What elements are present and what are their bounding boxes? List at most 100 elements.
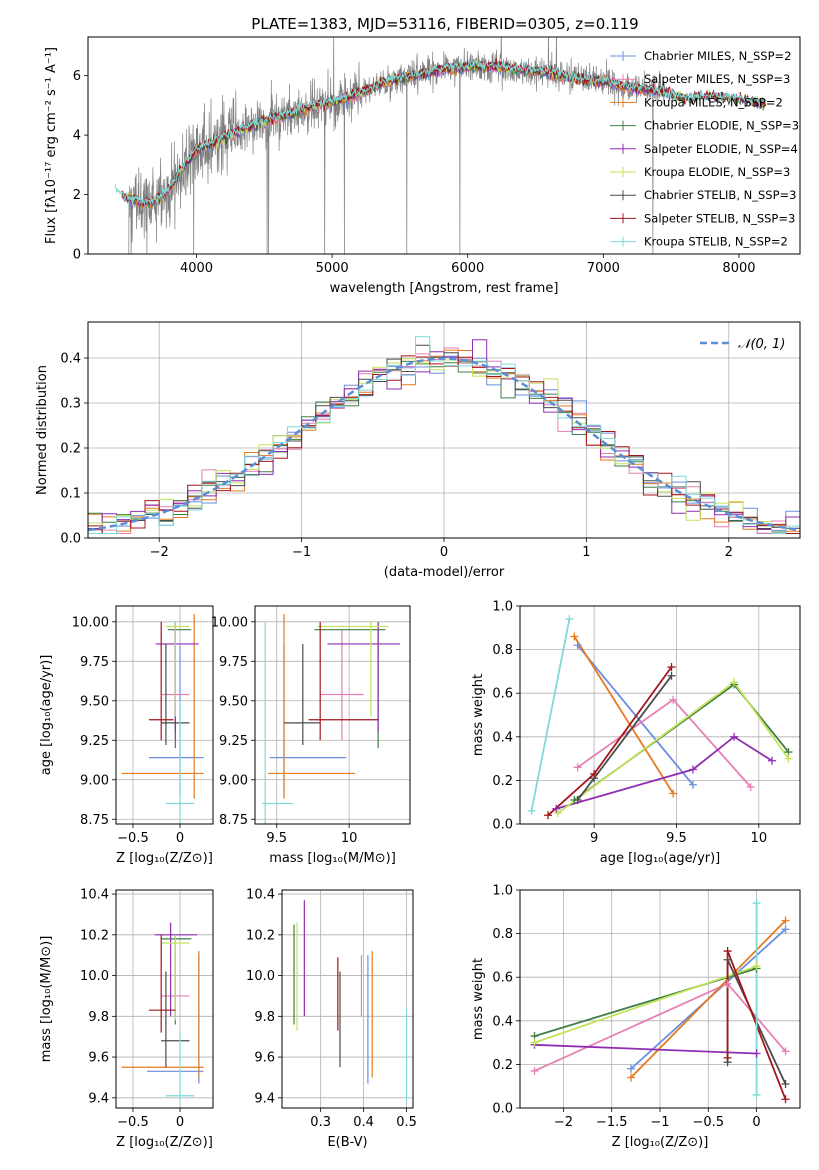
spectrum-xtick-label-3: 7000 xyxy=(587,261,620,276)
age-vs-z-xtick-label-0: −0.5 xyxy=(117,831,149,846)
weight-vs-z-marker-salpeter_stelib-0 xyxy=(723,1053,732,1062)
weight-vs-z-marker-kroupa_miles-1 xyxy=(781,916,790,925)
mass-vs-ebv-xtick-label-0: 0.3 xyxy=(310,1115,331,1130)
mass-vs-ebv-frame xyxy=(281,889,414,1109)
age-vs-z-ytick-label-2: 9.25 xyxy=(80,734,109,749)
mass-vs-ebv-xtick-label-1: 0.4 xyxy=(353,1115,374,1130)
weight-vs-age-marker-salpeter_elodie-1 xyxy=(688,765,697,774)
weight-vs-z-panel: −2 −1.5 −1 −0.5 0 0.0 0.2 0.4 0.6 0.8 1.0 Z [log₁₀(… xyxy=(471,884,801,1150)
weight-vs-age-ytick-label-1: 0.2 xyxy=(492,774,513,789)
weight-vs-z-marker-kroupa_elodie-1 xyxy=(752,962,761,971)
weight-vs-z-ytick-label-0: 0.0 xyxy=(492,1102,513,1117)
weight-vs-z-marker-kroupa_stelib-1 xyxy=(752,899,761,908)
age-vs-mass-frame xyxy=(254,605,411,825)
spectrum-ytick-label-0: 0 xyxy=(73,248,81,263)
mass-vs-ebv-ytick-label-5: 10.4 xyxy=(246,888,275,903)
weight-vs-z-marker-salpeter_miles-2 xyxy=(781,1047,790,1056)
weight-vs-age-xtick-label-1: 9.5 xyxy=(666,831,687,846)
weight-vs-z-ytick-label-1: 0.2 xyxy=(492,1058,513,1073)
residuals-ytick-label-1: 0.1 xyxy=(60,487,81,502)
spectrum-xtick-label-1: 5000 xyxy=(316,261,349,276)
weight-vs-age-marker-salpeter_miles-2 xyxy=(746,782,755,791)
mass-vs-z-ytick-label-5: 10.4 xyxy=(80,888,109,903)
weight-vs-z-marker-chabrier_miles-0 xyxy=(627,1064,636,1073)
weight-vs-age-xtick-label-2: 10 xyxy=(751,831,768,846)
age-vs-mass-panel: 9.5 10 8.75 9.00 9.25 9.50 9.75 10.00 mass [log₁… xyxy=(211,605,411,866)
weight-vs-age-marker-salpeter_elodie-3 xyxy=(768,756,776,765)
residuals-ytick-label-4: 0.4 xyxy=(60,352,81,367)
residuals-plot-area xyxy=(88,336,800,534)
spectrum-ytick-label-2: 4 xyxy=(73,129,81,144)
weight-vs-z-marker-kroupa_stelib-0 xyxy=(752,1090,761,1099)
plots-layer: 4000 5000 6000 7000 8000 0 2 4 6 wavelength [Angs… xyxy=(35,36,801,1150)
legend-label-kroupa_elodie: Kroupa ELODIE, N_SSP=3 xyxy=(644,165,790,179)
weight-vs-z-ytick-label-3: 0.6 xyxy=(492,971,513,986)
weight-vs-age-line-salpeter_elodie xyxy=(555,735,773,810)
weight-vs-age-marker-salpeter_stelib-1 xyxy=(590,769,599,778)
weight-vs-age-marker-chabrier_miles-0 xyxy=(573,641,582,650)
weight-vs-age-line-chabrier_miles xyxy=(576,644,694,786)
residuals-xlabel: (data-model)/error xyxy=(384,565,505,580)
mass-vs-ebv-ytick-label-3: 10.0 xyxy=(246,969,275,984)
age-vs-z-ytick-label-0: 8.75 xyxy=(80,813,109,828)
mass-vs-z-xtick-label-1: 0 xyxy=(176,1115,184,1130)
residual-hist-chabrier_stelib xyxy=(88,344,800,534)
legend-label-chabrier_stelib: Chabrier STELIB, N_SSP=3 xyxy=(644,188,796,202)
weight-vs-z-marker-salpeter_stelib-1 xyxy=(723,947,732,956)
age-vs-z-ytick-label-4: 9.75 xyxy=(80,655,109,670)
weight-vs-z-ytick-label-2: 0.4 xyxy=(492,1014,513,1029)
spectrum-xtick-label-4: 8000 xyxy=(722,261,755,276)
weight-vs-z-xtick-label-0: −2 xyxy=(554,1115,573,1130)
legend-label-kroupa_stelib: Kroupa STELIB, N_SSP=2 xyxy=(644,235,788,249)
age-vs-mass-xtick-label-0: 9.5 xyxy=(266,831,287,846)
weight-vs-age-marker-kroupa_elodie-1 xyxy=(730,678,739,687)
weight-vs-age-marker-chabrier_miles-1 xyxy=(688,780,697,789)
weight-vs-age-marker-kroupa_miles-1 xyxy=(669,789,678,798)
legend-label-salpeter_elodie: Salpeter ELODIE, N_SSP=4 xyxy=(644,142,798,156)
weight-vs-age-marker-salpeter_elodie-2 xyxy=(730,732,739,741)
weight-vs-z-xlabel: Z [log₁₀(Z/Z⊙)] xyxy=(612,1135,709,1150)
mass-vs-z-xtick-label-0: −0.5 xyxy=(117,1115,149,1130)
age-vs-z-xlabel: Z [log₁₀(Z/Z⊙)] xyxy=(116,851,213,866)
weight-vs-z-marker-salpeter_elodie-1 xyxy=(752,1049,761,1058)
residuals-xtick-label-1: −1 xyxy=(292,545,311,560)
mass-vs-ebv-xlabel: E(B-V) xyxy=(327,1135,367,1150)
legend-label-chabrier_elodie: Chabrier ELODIE, N_SSP=3 xyxy=(644,119,799,133)
weight-vs-z-marker-chabrier_miles-1 xyxy=(781,925,790,934)
weight-vs-z-marker-kroupa_miles-0 xyxy=(627,1073,636,1082)
weight-vs-age-marker-kroupa_miles-0 xyxy=(570,632,579,641)
weight-vs-age-frame xyxy=(519,605,801,825)
residual-hist-kroupa_stelib xyxy=(88,336,800,534)
weight-vs-age-ytick-label-0: 0.0 xyxy=(492,818,513,833)
mass-vs-z-frame xyxy=(115,889,214,1109)
age-vs-z-ytick-label-1: 9.00 xyxy=(80,773,109,788)
mass-vs-ebv-plot-area xyxy=(293,900,408,1102)
mass-vs-ebv-xtick-label-2: 0.5 xyxy=(396,1115,417,1130)
spectrum-plot-area xyxy=(114,37,767,254)
weight-vs-z-marker-chabrier_stelib-2 xyxy=(781,1080,790,1089)
weight-vs-z-xtick-label-2: −1 xyxy=(650,1115,669,1130)
age-vs-z-xtick-label-1: 0 xyxy=(176,831,184,846)
figure-title: PLATE=1383, MJD=53116, FIBERID=0305, z=0… xyxy=(251,15,638,33)
residuals-xtick-label-2: 0 xyxy=(440,545,448,560)
weight-vs-z-marker-salpeter_stelib-2 xyxy=(781,1095,790,1104)
spectrum-xlabel: wavelength [Angstrom, rest frame] xyxy=(330,281,559,296)
age-vs-z-ylabel: age [log₁₀(age/yr)] xyxy=(39,655,54,776)
mass-vs-z-ytick-label-0: 9.4 xyxy=(88,1091,109,1106)
age-vs-z-panel: −0.5 0 8.75 9.00 9.25 9.50 9.75 10.00 Z [log₁₀(Z… xyxy=(39,605,214,866)
mass-vs-z-panel: −0.5 0 9.4 9.6 9.8 10.0 10.2 10.4 Z [log₁₀(Z/Z⊙)… xyxy=(39,888,214,1150)
mass-vs-z-plot-area xyxy=(121,922,204,1102)
weight-vs-age-marker-chabrier_stelib-0 xyxy=(573,796,582,805)
spectrum-ytick-label-3: 6 xyxy=(73,69,81,84)
weight-vs-z-marker-salpeter_miles-1 xyxy=(723,979,732,988)
mass-vs-ebv-ytick-label-4: 10.2 xyxy=(246,928,275,943)
weight-vs-age-marker-kroupa_stelib-0 xyxy=(527,806,536,815)
mass-vs-z-ytick-label-4: 10.2 xyxy=(80,928,109,943)
weight-vs-age-marker-salpeter_stelib-0 xyxy=(544,811,552,820)
age-vs-mass-ytick-label-3: 9.50 xyxy=(219,694,248,709)
spectrum-xtick-label-0: 4000 xyxy=(180,261,213,276)
residuals-panel: −2 −1 0 1 2 0.0 0.1 0.2 0.3 0.4 (data-model)/error… xyxy=(35,321,801,580)
weight-vs-age-marker-salpeter_elodie-0 xyxy=(552,804,561,813)
weight-vs-age-ytick-label-5: 1.0 xyxy=(492,600,513,615)
